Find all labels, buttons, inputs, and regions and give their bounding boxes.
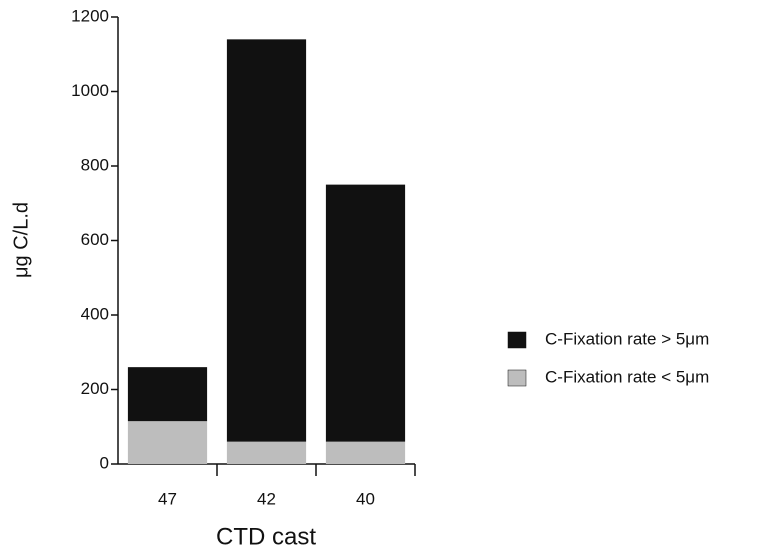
- y-tick-label: 1000: [71, 81, 109, 100]
- bar-segment: [325, 441, 406, 464]
- bar-segment: [226, 39, 307, 442]
- legend-label: C-Fixation rate > 5μm: [545, 329, 709, 348]
- x-tick-label: 42: [257, 489, 276, 508]
- legend-label: C-Fixation rate < 5μm: [545, 367, 709, 386]
- y-tick-label: 0: [100, 453, 109, 472]
- y-tick-label: 800: [81, 155, 109, 174]
- legend-swatch: [507, 331, 527, 349]
- y-tick-label: 200: [81, 379, 109, 398]
- x-axis-label: CTD cast: [216, 523, 316, 550]
- y-tick-label: 600: [81, 230, 109, 249]
- y-axis-label: μg C/L.d: [10, 202, 32, 278]
- y-tick-label: 400: [81, 304, 109, 323]
- bar-segment: [226, 441, 307, 464]
- x-tick-label: 40: [356, 489, 375, 508]
- x-tick-label: 47: [158, 489, 177, 508]
- bar-segment: [325, 184, 406, 442]
- bar-segment: [127, 367, 208, 422]
- bar-segment: [127, 421, 208, 464]
- y-tick-label: 1200: [71, 6, 109, 25]
- legend-swatch: [507, 369, 527, 387]
